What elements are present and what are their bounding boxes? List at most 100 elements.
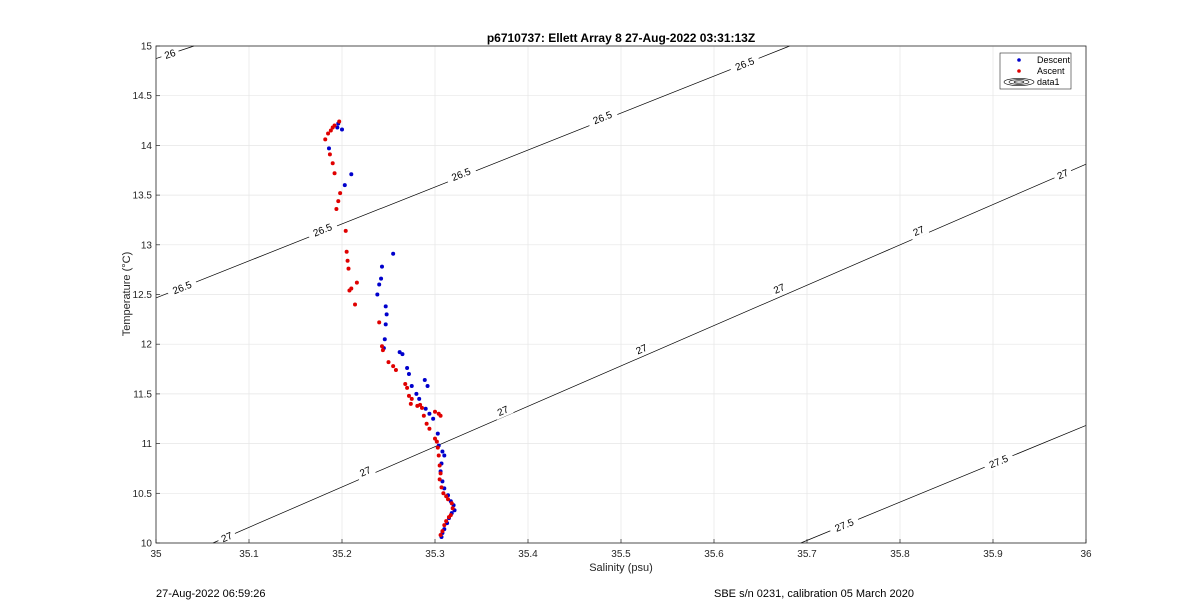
legend-data1-label: data1 — [1037, 77, 1060, 87]
data-point-descent — [422, 377, 427, 382]
data-point-ascent — [427, 426, 432, 431]
contour-label-group: 27 — [630, 340, 653, 359]
data-point-ascent — [434, 439, 439, 444]
data-point-ascent — [338, 191, 343, 196]
contour-label-group: 27 — [216, 527, 238, 547]
contour-label-bg — [586, 106, 619, 129]
data-point-descent — [440, 449, 445, 454]
data-point-descent — [440, 479, 445, 484]
contour-label-bg — [728, 52, 761, 76]
data-point-ascent — [403, 381, 408, 386]
x-tick-label: 35.2 — [332, 549, 352, 560]
data-point-descent — [375, 292, 380, 297]
data-point-descent — [379, 276, 384, 281]
contour-label-bg — [165, 276, 199, 299]
y-tick-label: 15 — [141, 42, 153, 53]
contour-label-bg — [444, 163, 478, 186]
legend-box — [999, 52, 1072, 90]
data-point-descent — [335, 125, 340, 130]
x-tick-label: 35.5 — [611, 549, 631, 560]
data-point-descent — [442, 453, 447, 458]
data-point-ascent — [446, 497, 451, 502]
legend-ascent-label: Ascent — [1037, 66, 1065, 76]
data-point-ascent — [437, 463, 442, 468]
legend-descent-label: Descent — [1037, 55, 1071, 65]
contour-label-group: 27 — [768, 279, 790, 298]
contour-label: 27 — [496, 404, 511, 419]
data-point-descent — [409, 383, 414, 388]
data-point-ascent — [343, 228, 348, 233]
contour-label-bg — [768, 279, 790, 298]
y-tick-label: 13.5 — [133, 191, 153, 202]
contour-label: 27 — [912, 224, 927, 239]
data-point-descent — [383, 304, 388, 309]
legend-descent-marker — [1017, 58, 1021, 62]
x-tick-label: 35.6 — [704, 549, 724, 560]
contour-label: 26 — [163, 48, 177, 62]
data-point-ascent — [433, 436, 437, 441]
y-tick-label: 11.5 — [133, 389, 152, 400]
data-point-ascent — [442, 523, 447, 528]
data-point-ascent — [438, 471, 443, 476]
data-point-ascent — [419, 405, 424, 410]
data-point-ascent — [444, 519, 449, 524]
x-axis-ticks: 35 35.1 35.2 35.3 35.4 35.5 35.6 35.7 35.8 35.9 36 — [150, 539, 1092, 560]
contour-label: 27 — [1056, 168, 1071, 183]
data-point-ascent — [433, 409, 437, 414]
contour-label-bg — [1052, 165, 1074, 184]
contour-label-bg — [907, 221, 930, 240]
x-tick-label: 35.8 — [890, 549, 910, 560]
y-tick-label: 10 — [141, 539, 153, 550]
data-points — [323, 119, 457, 540]
y-axis-ticks: 10 10.5 11 11.5 12 12.5 13 13.5 14 14.5 15 — [133, 42, 160, 550]
chart-title: p6710737: Ellett Array 8 27-Aug-2022 03:… — [487, 31, 755, 45]
contour-label: 27 — [358, 465, 373, 480]
data-point-ascent — [328, 128, 333, 133]
y-tick-label: 10.5 — [133, 489, 153, 500]
contour-label-group: 27 — [907, 221, 930, 240]
x-tick-label: 35.4 — [518, 549, 538, 560]
data-point-ascent — [418, 402, 423, 407]
data-point-ascent — [349, 286, 354, 291]
series-ascent — [323, 119, 455, 538]
contour-label-bg — [492, 401, 514, 420]
y-tick-label: 11 — [142, 439, 153, 450]
data-point-descent — [406, 372, 411, 377]
data-point-descent — [435, 431, 440, 436]
x-tick-label: 36 — [1080, 549, 1092, 560]
data-point-ascent — [345, 258, 350, 263]
data-point-descent — [379, 264, 384, 269]
data-point-ascent — [444, 494, 449, 499]
contour-label-group: 27 — [1052, 165, 1074, 184]
data-point-ascent — [326, 131, 331, 136]
data-point-ascent — [386, 360, 391, 365]
data-point-ascent — [330, 161, 335, 166]
data-point-ascent — [393, 368, 398, 373]
data-point-ascent — [332, 171, 337, 176]
y-tick-label: 14 — [141, 141, 153, 152]
data-point-ascent — [330, 125, 335, 130]
data-point-descent — [405, 366, 410, 371]
x-axis-label: Salinity (psu) — [589, 562, 653, 574]
y-tick-label: 12.5 — [133, 290, 153, 301]
data-point-ascent — [436, 453, 441, 458]
contour-label: 27 — [772, 282, 787, 297]
y-tick-label: 14.5 — [133, 91, 153, 102]
data-point-ascent — [346, 266, 351, 271]
data-point-ascent — [409, 396, 414, 401]
data-point-ascent — [344, 249, 349, 254]
data-point-ascent — [450, 506, 455, 511]
data-point-descent — [326, 146, 331, 151]
data-point-ascent — [446, 515, 451, 520]
contour-label-group: 26 — [159, 45, 181, 63]
data-point-ascent — [449, 501, 454, 506]
data-point-ascent — [379, 344, 384, 349]
data-point-ascent — [435, 445, 440, 450]
data-point-descent — [391, 251, 396, 256]
contour-label-bg — [982, 450, 1015, 473]
data-point-ascent — [421, 413, 426, 418]
contour-line — [212, 163, 1087, 544]
data-point-ascent — [323, 137, 328, 142]
x-tick-label: 35.9 — [983, 549, 1003, 560]
contour-label-bg — [306, 218, 339, 242]
